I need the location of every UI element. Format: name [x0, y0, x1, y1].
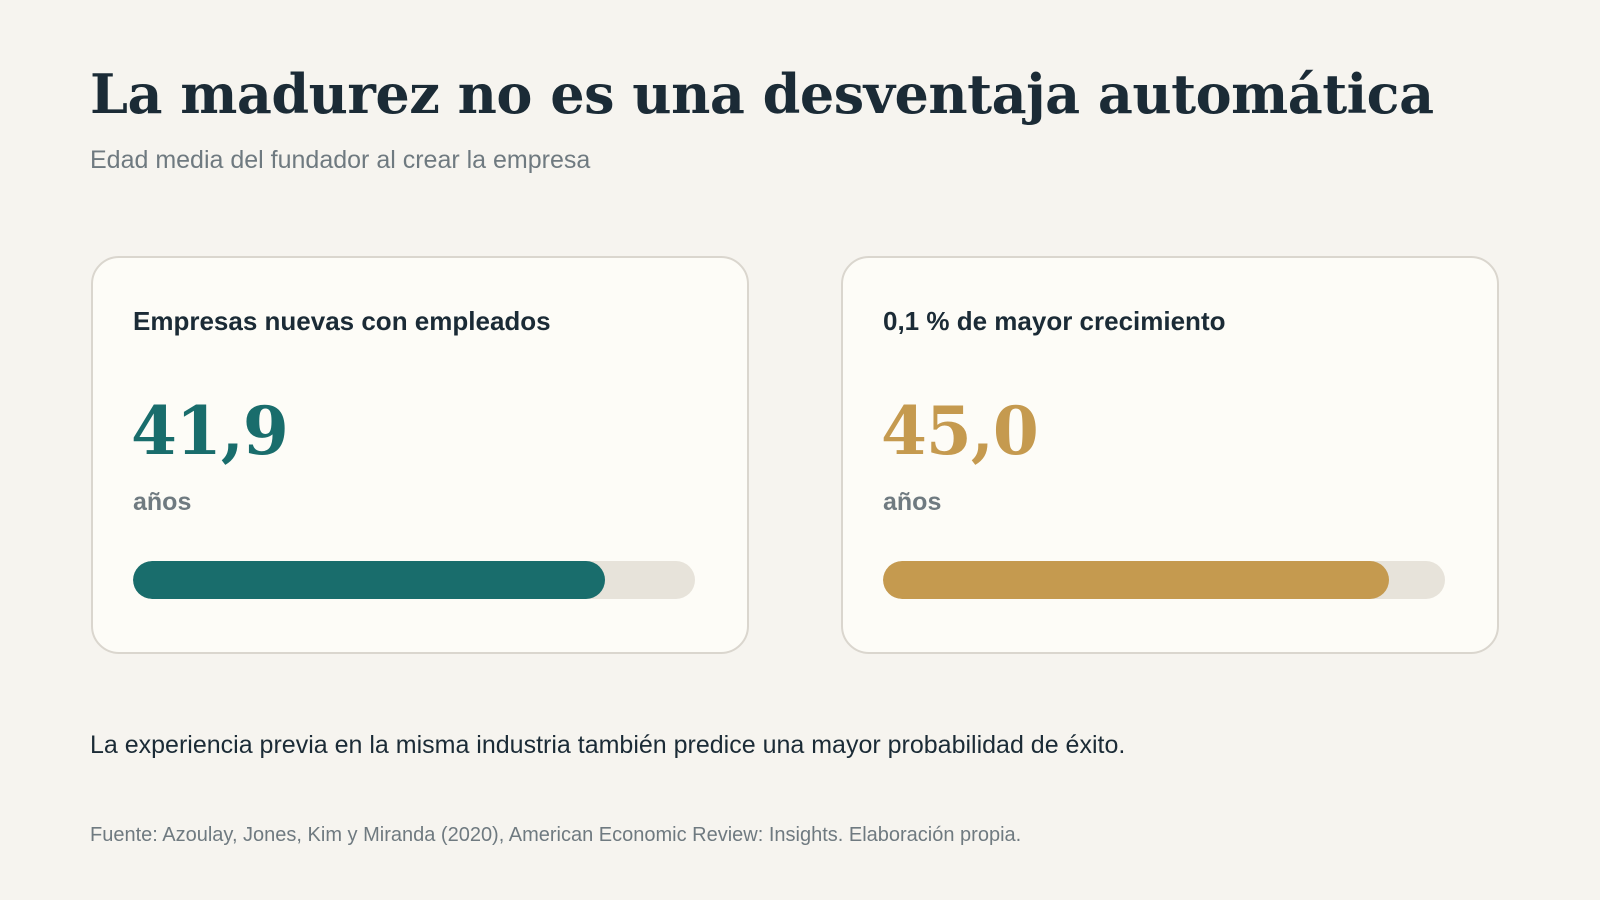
- chart-subtitle: Edad media del fundador al crear la empr…: [90, 146, 591, 174]
- stat-card-unit: años: [883, 488, 942, 516]
- stat-card-unit: años: [133, 488, 192, 516]
- stat-card-label: 0,1 % de mayor crecimiento: [883, 306, 1226, 336]
- bar-track: [883, 561, 1445, 599]
- stat-card-top-growth: 0,1 % de mayor crecimiento 45,0 años: [841, 256, 1499, 654]
- stat-card-value: 41,9: [131, 392, 289, 470]
- stat-card-value: 45,0: [881, 392, 1039, 470]
- bar-fill-new-firms: [133, 561, 606, 599]
- bar-track: [133, 561, 695, 599]
- stat-card-new-firms: Empresas nuevas con empleados 41,9 años: [91, 256, 749, 654]
- footnote-text: La experiencia previa en la misma indust…: [90, 731, 1126, 759]
- chart-title: La madurez no es una desventaja automáti…: [90, 62, 1434, 126]
- source-citation: Fuente: Azoulay, Jones, Kim y Miranda (2…: [90, 824, 1022, 846]
- stat-card-label: Empresas nuevas con empleados: [133, 306, 551, 336]
- bar-fill-top-growth: [883, 561, 1389, 599]
